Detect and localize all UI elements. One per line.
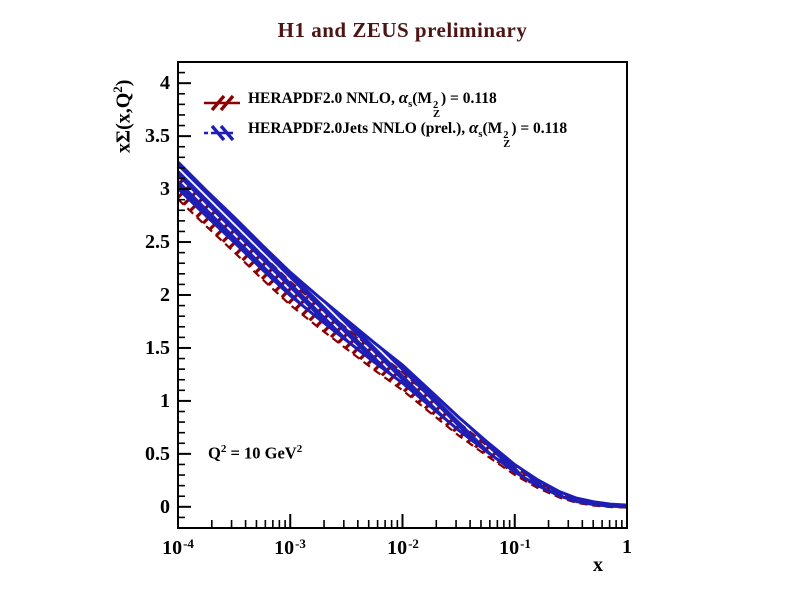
axes-frame-and-ticks <box>177 61 628 529</box>
y-tick-label: 3 <box>160 178 170 200</box>
blue-hatched-band-icon <box>204 124 240 142</box>
x-tick-label: 10-1 <box>499 536 531 559</box>
legend: HERAPDF2.0 NNLO, αs(M 2 Z) = 0.118 HERAPDF… <box>203 87 568 150</box>
y-tick-label: 0 <box>160 496 170 518</box>
red-band-lower-edge <box>177 198 628 509</box>
x-tick-label: 1 <box>622 536 632 558</box>
legend-label: HERAPDF2.0 NNLO, αs(M 2 Z) = 0.118 <box>248 87 497 120</box>
plot-title: H1 and ZEUS preliminary <box>277 18 528 42</box>
plot-frame <box>177 61 628 529</box>
legend-label: HERAPDF2.0Jets NNLO (prel.), αs(M 2 Z) = 0… <box>248 117 568 150</box>
alpha-s-symbol: α <box>398 87 409 107</box>
legend-entry-herapdf20jets-nnlo: HERAPDF2.0Jets NNLO (prel.), αs(M 2 Z) = 0… <box>203 117 568 150</box>
blue-band-upper-edge <box>176 161 628 507</box>
y-tick-label: 1.5 <box>145 337 170 359</box>
q2-annotation: Q2 = 10 GeV2 <box>208 443 303 463</box>
uncertainty-bands <box>176 161 628 509</box>
y-tick-label: 2.5 <box>145 231 170 253</box>
x-axis-title: x <box>593 554 603 576</box>
x-tick-label: 10-2 <box>387 536 419 559</box>
y-tick-label: 1 <box>160 390 170 412</box>
y-tick-label: 4 <box>160 72 170 94</box>
alpha-s-symbol: α <box>469 117 479 137</box>
blue-band-lower-edge <box>176 187 628 509</box>
legend-entry-herapdf20-nnlo: HERAPDF2.0 NNLO, αs(M 2 Z) = 0.118 <box>203 87 567 120</box>
red-hatched-band-icon <box>204 94 240 112</box>
x-tick-label: 10-3 <box>274 536 306 559</box>
y-tick-label: 3.5 <box>145 125 170 147</box>
y-tick-label: 2 <box>160 284 170 306</box>
y-axis-title-superscript: 2 <box>110 86 125 93</box>
x-tick-label: 10-4 <box>162 536 194 559</box>
y-tick-label: 0.5 <box>145 443 170 465</box>
